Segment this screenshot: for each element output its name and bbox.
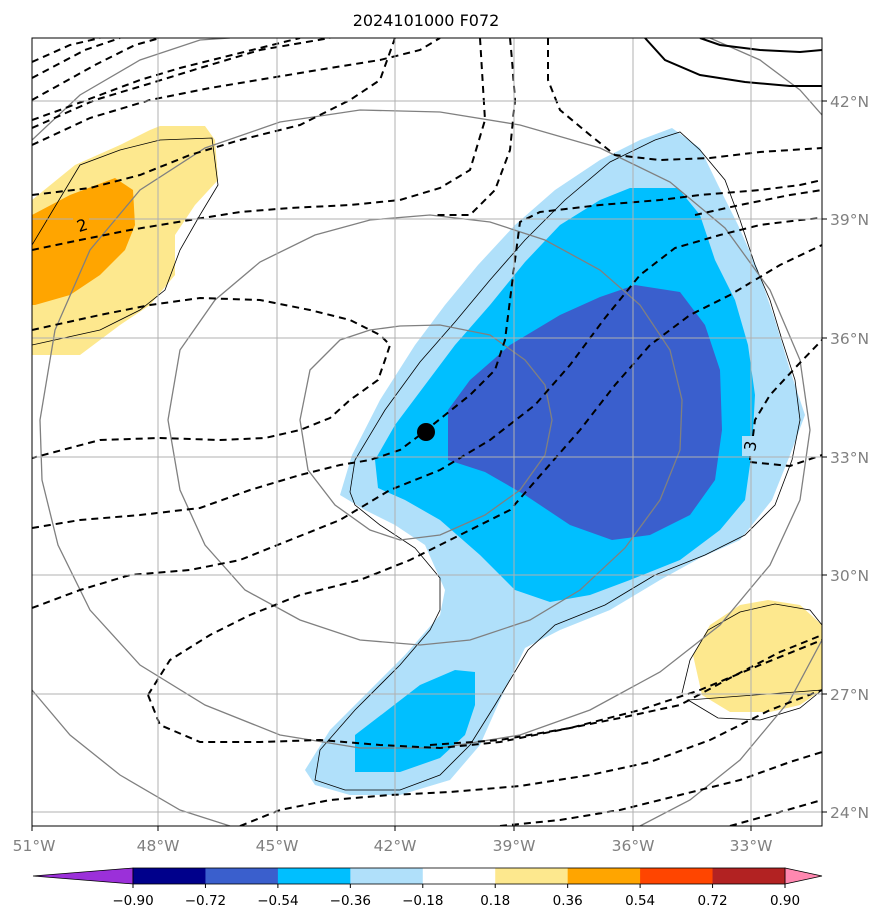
colorbar-cell bbox=[712, 868, 786, 884]
colorbar-tick-label: 0.18 bbox=[480, 893, 510, 909]
dashed-contour-3 bbox=[32, 38, 161, 101]
solid-contour-1 bbox=[644, 38, 822, 87]
dashed-contours bbox=[32, 38, 822, 826]
shade-orange-northwest bbox=[32, 178, 135, 305]
colorbar-cells bbox=[32, 867, 823, 885]
gray-contour-6 bbox=[709, 38, 822, 116]
x-tick-label: 48°W bbox=[137, 837, 180, 855]
colorbar-cell bbox=[567, 868, 641, 884]
colorbar-cell bbox=[495, 868, 569, 884]
y-tick-label: 27°N bbox=[830, 686, 869, 704]
dashed-contour-11 bbox=[147, 634, 822, 750]
outline-contour-northwest bbox=[32, 137, 219, 346]
dashed-contour-4 bbox=[32, 38, 331, 129]
x-tick-label: 39°W bbox=[493, 837, 536, 855]
colorbar-extend-low bbox=[32, 867, 134, 885]
outline-contour-southeast bbox=[681, 603, 822, 721]
gray-contour-4 bbox=[32, 38, 231, 141]
y-tick-label: 42°N bbox=[830, 93, 869, 111]
colorbar-tick-label: 0.54 bbox=[625, 893, 655, 909]
y-tick-label: 36°N bbox=[830, 330, 869, 348]
dashed-contour-9 bbox=[32, 217, 822, 609]
chart-title: 2024101000 F072 bbox=[353, 11, 500, 30]
dashed-contour-18 bbox=[547, 38, 822, 162]
y-tick-label: 30°N bbox=[830, 567, 869, 585]
x-tick-label: 45°W bbox=[256, 837, 299, 855]
colorbar-cell bbox=[205, 868, 279, 884]
contour-labels: 2 3 bbox=[73, 213, 761, 456]
colorbar-tick-label: −0.18 bbox=[402, 893, 443, 909]
y-axis: 42°N 39°N 36°N 33°N 30°N 27°N 24°N bbox=[822, 93, 869, 822]
gray-contours bbox=[32, 38, 822, 826]
dashed-contour-10 bbox=[147, 244, 822, 696]
colorbar: −0.90 −0.72 −0.54 −0.36 −0.18 0.18 0.36 0.54 0.7… bbox=[32, 867, 823, 909]
x-axis: 51°W 48°W 45°W 42°W 39°W 36°W 33°W bbox=[13, 826, 773, 855]
dashed-contour-17 bbox=[749, 454, 822, 468]
contour-label-bg bbox=[73, 213, 89, 233]
colorbar-tick-label: 0.72 bbox=[698, 893, 728, 909]
gray-contour-2 bbox=[167, 214, 683, 646]
colorbar-extend-high bbox=[784, 867, 823, 885]
colorbar-tick-label: −0.72 bbox=[185, 893, 226, 909]
contour-label-3: 3 bbox=[740, 439, 760, 452]
x-tick-label: 51°W bbox=[13, 837, 56, 855]
dashed-contour-6 bbox=[32, 38, 487, 251]
gray-contour-1 bbox=[299, 324, 553, 541]
dashed-contour-7 bbox=[32, 296, 392, 459]
solid-contours bbox=[644, 38, 822, 87]
x-tick-label: 36°W bbox=[612, 837, 655, 855]
colorbar-tick-label: −0.90 bbox=[112, 893, 153, 909]
colorbar-cell bbox=[422, 868, 496, 884]
center-marker bbox=[417, 423, 435, 441]
dashed-contour-20 bbox=[694, 189, 822, 216]
gray-contour-3 bbox=[39, 109, 811, 749]
dashed-contour-22 bbox=[32, 38, 441, 146]
solid-contour-2 bbox=[699, 38, 822, 54]
colorbar-tick-label: −0.54 bbox=[257, 893, 298, 909]
dashed-contour-2 bbox=[32, 38, 121, 79]
colorbar-tick-label: −0.36 bbox=[330, 893, 371, 909]
plot-frame bbox=[31, 37, 823, 827]
dashed-contour-16 bbox=[749, 339, 822, 461]
colorbar-frame bbox=[132, 867, 786, 885]
colorbar-tick-label: 0.36 bbox=[553, 893, 583, 909]
shade-medium-blue-south bbox=[355, 670, 475, 772]
gray-contour-7 bbox=[639, 639, 822, 826]
dashed-contour-13 bbox=[239, 689, 822, 826]
plot-area: 2 3 bbox=[32, 38, 822, 826]
colorbar-cell bbox=[350, 868, 424, 884]
dashed-contour-14 bbox=[499, 751, 822, 826]
y-tick-label: 24°N bbox=[830, 804, 869, 822]
colorbar-ticks: −0.90 −0.72 −0.54 −0.36 −0.18 0.18 0.36 0.54 0.7… bbox=[112, 884, 800, 909]
x-tick-marks bbox=[31, 826, 752, 831]
colorbar-cell bbox=[133, 868, 206, 884]
dashed-contour-8 bbox=[32, 179, 822, 529]
shade-dark-blue bbox=[448, 285, 722, 540]
dashed-contour-1 bbox=[32, 38, 101, 63]
y-tick-marks bbox=[822, 100, 827, 813]
y-tick-label: 33°N bbox=[830, 449, 869, 467]
shade-yellow-southeast bbox=[693, 600, 822, 712]
x-tick-label: 33°W bbox=[730, 837, 773, 855]
dashed-contour-12 bbox=[429, 639, 822, 746]
outline-contour-main bbox=[314, 131, 801, 791]
dashed-contour-21 bbox=[32, 38, 301, 121]
dashed-contour-5 bbox=[32, 38, 396, 196]
colorbar-cell bbox=[277, 868, 351, 884]
gridlines bbox=[32, 38, 822, 826]
y-tick-label: 39°N bbox=[830, 211, 869, 229]
thin-outline-contours bbox=[32, 131, 822, 791]
contour-label-bg bbox=[742, 436, 758, 456]
gray-contour-5 bbox=[32, 689, 231, 826]
colorbar-tick-label: 0.90 bbox=[770, 893, 800, 909]
x-tick-label: 42°W bbox=[374, 837, 417, 855]
colorbar-cell bbox=[640, 868, 714, 884]
dashed-contour-19 bbox=[435, 38, 517, 216]
